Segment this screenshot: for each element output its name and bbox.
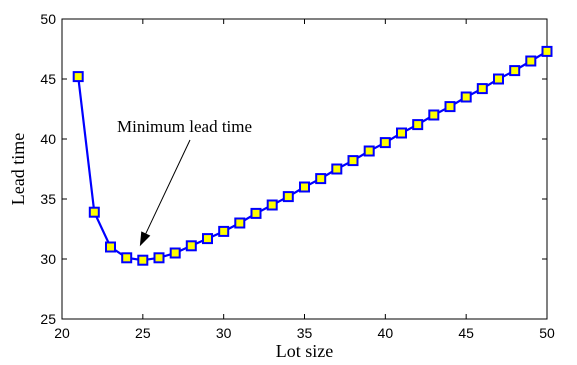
data-point-marker (396, 127, 407, 139)
x-tick-label: 20 (54, 325, 70, 341)
series-layer (72, 45, 553, 266)
data-point-marker (347, 155, 359, 167)
axis-ticks (61, 18, 548, 320)
data-point-marker (476, 83, 488, 95)
x-tick-label: 25 (135, 325, 151, 341)
x-tick-label: 45 (458, 325, 474, 341)
y-tick-label: 50 (40, 11, 56, 27)
x-tick-label: 40 (378, 325, 394, 341)
data-point-marker (121, 252, 133, 264)
data-point-marker (250, 207, 262, 219)
data-point-marker (412, 119, 424, 131)
data-point-marker (234, 217, 246, 229)
y-axis-title: Lead time (8, 133, 28, 205)
x-tick-label: 30 (216, 325, 232, 341)
y-tick-label: 45 (40, 71, 56, 87)
x-tick-label: 35 (297, 325, 313, 341)
data-point-marker (282, 191, 294, 203)
data-point-marker (137, 254, 149, 266)
x-tick-label: 50 (539, 325, 555, 341)
data-point-marker (379, 137, 391, 149)
data-point-marker (509, 65, 521, 77)
annotation-layer: Minimum lead time (117, 117, 252, 247)
y-tick-label: 25 (40, 311, 56, 327)
data-point-marker (541, 45, 553, 57)
data-point-marker (153, 252, 165, 264)
data-point-marker (218, 225, 230, 237)
data-point-marker (105, 241, 116, 253)
data-point-marker (444, 101, 456, 113)
data-point-marker (363, 145, 375, 157)
data-point-marker (169, 247, 181, 259)
annotation-label: Minimum lead time (117, 117, 252, 136)
y-tick-label: 40 (40, 131, 56, 147)
data-point-marker (428, 109, 440, 121)
data-point-marker (88, 206, 100, 218)
annotation-arrow-line (145, 139, 191, 234)
data-point-marker (202, 233, 213, 245)
data-point-marker (331, 163, 343, 175)
data-point-marker (460, 91, 472, 103)
data-point-marker (299, 181, 310, 193)
x-axis-title: Lot size (276, 341, 333, 361)
annotation-arrow-head (139, 231, 151, 247)
data-point-marker (315, 173, 327, 185)
data-point-marker (525, 55, 537, 67)
data-point-marker (266, 199, 278, 211)
data-point-marker (185, 240, 197, 252)
data-point-marker (72, 71, 84, 83)
data-point-marker (493, 73, 504, 85)
y-tick-label: 35 (40, 191, 56, 207)
plot-area-frame (61, 18, 548, 320)
y-tick-label: 30 (40, 251, 56, 267)
